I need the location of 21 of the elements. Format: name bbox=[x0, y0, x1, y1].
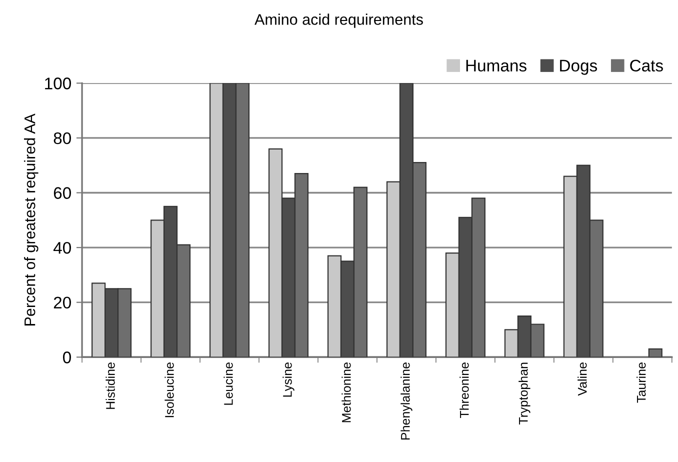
y-axis-title: Percent of greatest required AA bbox=[24, 114, 38, 326]
x-tick-label: Leucine bbox=[224, 362, 233, 405]
y-tick-label: 60 bbox=[54, 187, 71, 199]
x-tick-label: Lysine bbox=[282, 362, 294, 397]
x-tick-label: Tryptophan bbox=[518, 362, 530, 424]
x-tick-label: Histidine bbox=[106, 362, 115, 409]
x-tick-label: Threonine bbox=[460, 362, 469, 418]
x-tick-label: Taurine bbox=[636, 362, 646, 403]
y-tick-label: 100 bbox=[45, 78, 71, 90]
x-tick-label: Phenylalanine bbox=[400, 362, 412, 440]
legend-label: Dogs bbox=[560, 60, 598, 75]
legend-label: Humans bbox=[466, 60, 526, 72]
x-tick-label: Valine bbox=[578, 362, 587, 396]
chart-title: Amino acid requirements bbox=[254, 14, 423, 28]
y-tick-label: 80 bbox=[54, 132, 71, 144]
x-tick-label: Methionine bbox=[342, 362, 351, 422]
y-tick-label: 40 bbox=[53, 242, 71, 254]
x-tick-label: Isoleucine bbox=[164, 362, 174, 418]
legend-label: Cats bbox=[630, 60, 663, 72]
y-tick-label: 0 bbox=[63, 352, 71, 364]
y-tick-label: 20 bbox=[54, 296, 71, 309]
